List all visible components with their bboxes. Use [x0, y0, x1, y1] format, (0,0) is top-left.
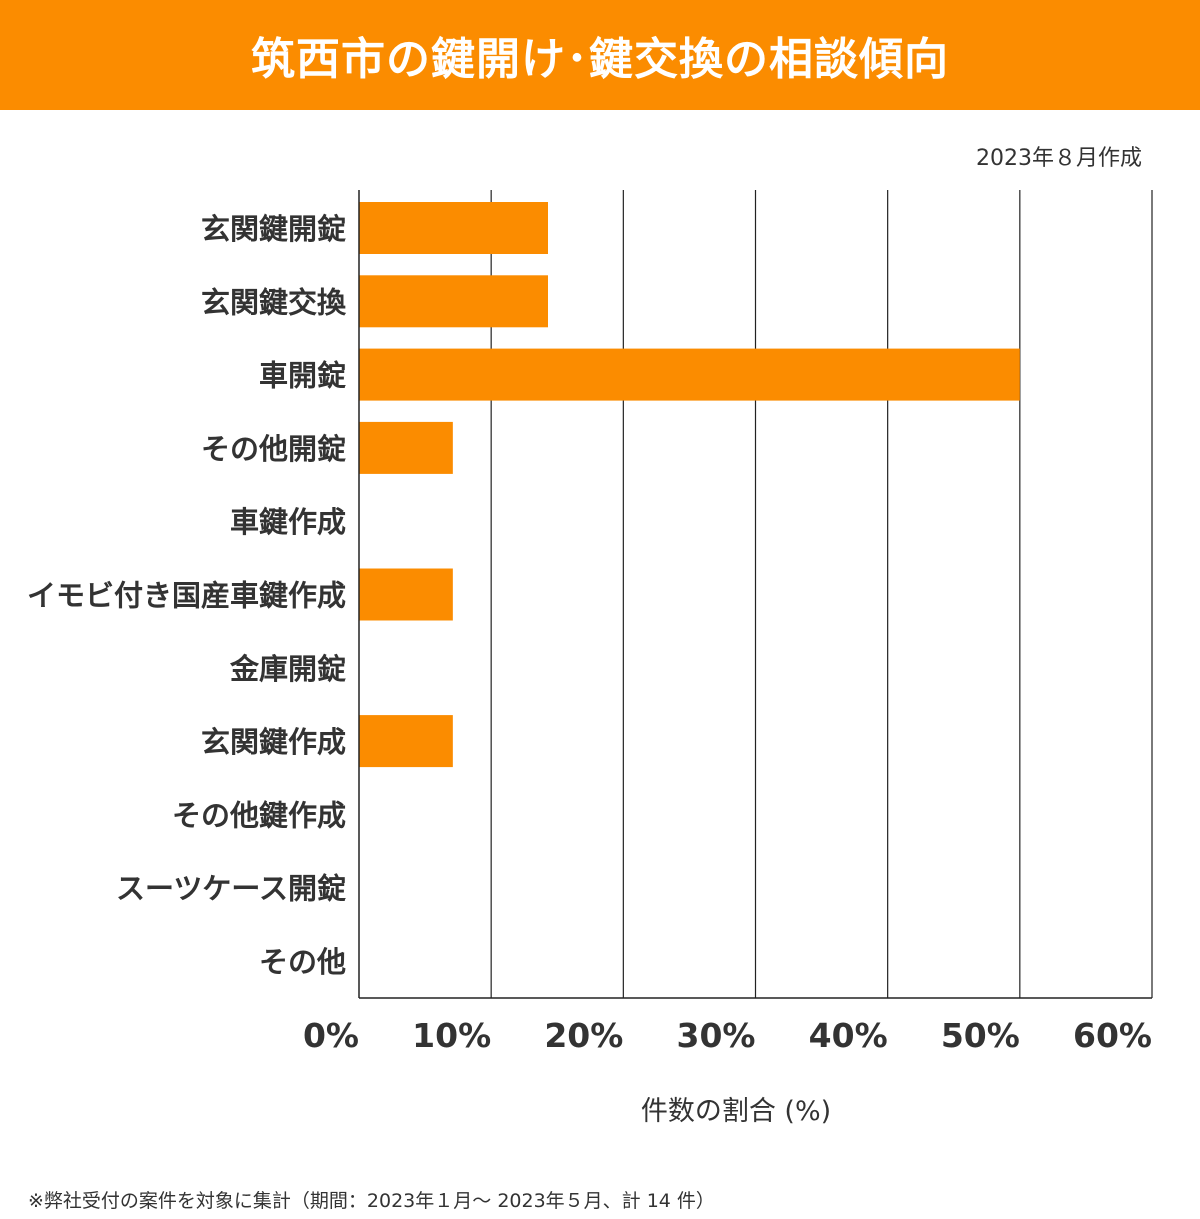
category-label: その他鍵作成	[172, 798, 346, 832]
category-label: スーツケース開錠	[116, 872, 346, 906]
axes	[358, 190, 1152, 999]
category-label: 車開錠	[259, 359, 346, 393]
x-axis-title: 件数の割合 (%)	[641, 1096, 831, 1127]
category-labels: 玄関鍵開錠玄関鍵交換車開錠その他開錠車鍵作成イモビ付き国産車鍵作成金庫開錠玄関鍵…	[27, 212, 347, 979]
category-label: 金庫開錠	[229, 652, 346, 686]
creation-date: 2023年８月作成	[976, 146, 1142, 171]
category-label: その他	[259, 945, 346, 979]
bar	[359, 275, 548, 328]
category-label: 玄関鍵交換	[201, 285, 347, 319]
bar	[359, 348, 1020, 401]
tick-label: 30%	[677, 1016, 756, 1055]
bars	[359, 202, 1020, 768]
tick-label: 50%	[941, 1016, 1020, 1055]
tick-label: 10%	[412, 1016, 491, 1055]
category-label: 玄関鍵開錠	[201, 212, 346, 246]
tick-label: 40%	[809, 1016, 888, 1055]
tick-labels: 0% 10% 20% 30% 40% 50% 60%	[303, 1016, 1152, 1055]
bar	[359, 715, 453, 768]
tick-label: 0%	[303, 1016, 359, 1055]
category-label: 玄関鍵作成	[201, 725, 346, 759]
footnote: ※弊社受付の案件を対象に集計（期間：2023年１月～ 2023年５月、計 14 …	[28, 1190, 715, 1212]
category-label: 車鍵作成	[230, 505, 346, 539]
bar	[359, 421, 453, 474]
bar	[359, 202, 548, 254]
grid-lines	[490, 190, 1153, 998]
tick-label: 20%	[544, 1016, 623, 1055]
bar	[359, 568, 453, 621]
tick-label: 60%	[1073, 1016, 1152, 1055]
chart-title: 筑西市の鍵開け･鍵交換の相談傾向	[251, 34, 949, 85]
category-label: イモビ付き国産車鍵作成	[27, 579, 346, 613]
chart-header: 筑西市の鍵開け･鍵交換の相談傾向	[0, 0, 1200, 110]
category-label: その他開錠	[201, 432, 346, 466]
